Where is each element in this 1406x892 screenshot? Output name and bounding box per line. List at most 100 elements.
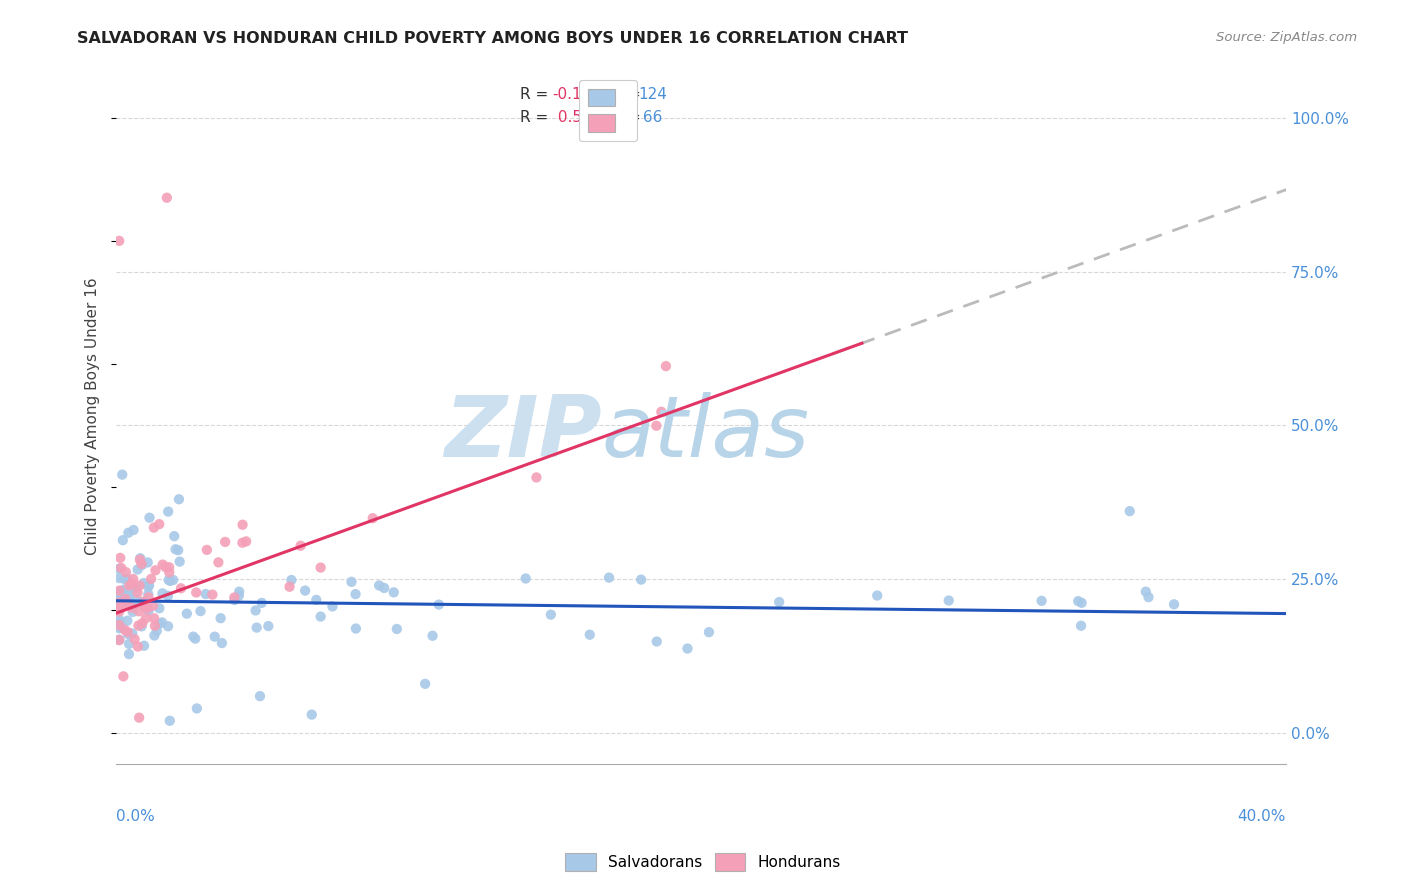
Point [250,596,273,610]
Point [321,599,343,614]
Point [131,616,153,631]
Point [195,542,218,557]
Point [121,581,143,595]
Point [340,574,363,589]
Point [134,600,156,615]
Point [866,589,889,603]
Point [170,582,193,596]
Point [143,628,166,642]
Point [108,616,131,631]
Point [143,618,166,632]
Point [186,585,208,599]
Point [110,585,132,599]
Point [176,607,198,621]
Point [108,571,131,585]
Point [413,677,436,691]
Point [122,572,145,586]
Point [111,467,134,482]
Point [232,517,254,532]
Point [204,630,226,644]
Point [112,669,135,683]
Point [245,603,267,617]
Text: N =: N = [602,110,645,125]
Point [112,589,135,603]
Point [110,621,132,635]
Point [117,625,139,640]
Point [108,234,131,248]
Point [165,542,187,557]
Point [422,629,444,643]
Point [110,584,132,599]
Text: 66: 66 [638,110,662,125]
Y-axis label: Child Poverty Among Boys Under 16: Child Poverty Among Boys Under 16 [86,277,100,555]
Text: ZIP: ZIP [444,392,602,475]
Point [578,628,600,642]
Point [121,576,143,591]
Point [138,604,160,618]
Point [211,636,233,650]
Legend: , : , [578,79,637,141]
Point [127,562,149,576]
Point [167,492,190,507]
Point [156,191,179,205]
Point [186,701,208,715]
Point [108,583,131,598]
Point [526,470,548,484]
Point [110,619,132,633]
Point [249,689,271,703]
Point [1137,590,1160,604]
Point [132,639,155,653]
Point [114,592,136,607]
Point [257,619,280,633]
Point [1119,504,1142,518]
Point [108,562,131,576]
Point [162,573,184,587]
Point [1070,596,1092,610]
Point [184,632,207,646]
Point [427,598,450,612]
Point [148,616,170,631]
Point [145,624,167,638]
Point [108,591,131,606]
Point [938,593,960,607]
Point [1031,594,1053,608]
Point [121,626,143,640]
Text: SALVADORAN VS HONDURAN CHILD POVERTY AMONG BOYS UNDER 16 CORRELATION CHART: SALVADORAN VS HONDURAN CHILD POVERTY AMO… [77,31,908,46]
Point [110,550,132,565]
Point [209,611,232,625]
Point [122,523,145,537]
Point [111,593,134,607]
Point [118,647,141,661]
Point [1135,584,1157,599]
Point [117,595,139,609]
Point [148,517,170,532]
Point [131,595,153,609]
Point [127,640,149,654]
Point [121,605,143,619]
Point [278,580,301,594]
Point [108,632,131,647]
Point [136,587,159,601]
Point [112,584,135,599]
Point [157,573,180,587]
Point [135,611,157,625]
Point [190,604,212,618]
Point [214,535,236,549]
Point [108,633,131,648]
Point [114,623,136,637]
Point [1067,594,1090,608]
Point [108,599,131,613]
Point [305,593,328,607]
Point [115,595,138,609]
Point [132,594,155,608]
Point [152,586,174,600]
Point [157,619,180,633]
Point [121,600,143,615]
Point [228,584,250,599]
Text: atlas: atlas [602,392,810,475]
Point [112,587,135,601]
Point [645,634,668,648]
Point [309,560,332,574]
Point [515,572,537,586]
Point [112,572,135,586]
